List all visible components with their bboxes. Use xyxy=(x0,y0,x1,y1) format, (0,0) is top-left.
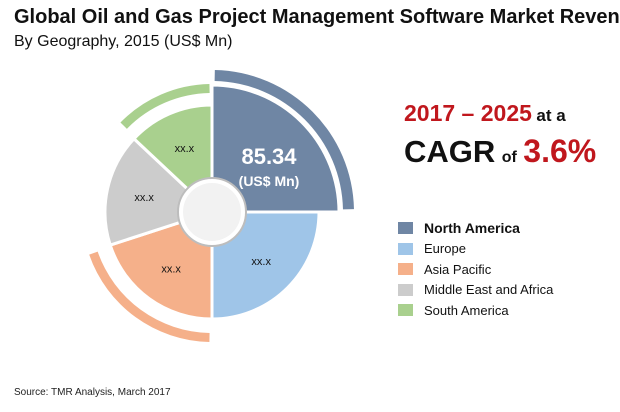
legend-swatch xyxy=(398,242,413,255)
outer-arc-2 xyxy=(89,251,210,342)
cagr-line-2: CAGR of 3.6% xyxy=(404,133,604,170)
chart-title: Global Oil and Gas Project Management So… xyxy=(14,6,620,28)
slice-label-2: xx.x xyxy=(161,263,181,275)
legend-label: Middle East and Africa xyxy=(424,282,554,298)
slice-label-3: xx.x xyxy=(134,192,154,204)
outer-arc-0 xyxy=(214,70,354,210)
north-america-unit: (US$ Mn) xyxy=(239,173,300,189)
cagr-line-1: 2017 – 2025 at a xyxy=(404,100,604,127)
legend-label: Europe xyxy=(424,241,466,257)
cagr-at-a: at a xyxy=(536,106,566,125)
cagr-value: 3.6% xyxy=(523,133,597,169)
legend-swatch xyxy=(398,222,413,235)
outer-arc-4 xyxy=(120,84,210,129)
pie-slice-0 xyxy=(210,83,341,214)
cagr-years: 2017 – 2025 xyxy=(404,100,532,126)
legend-label: Asia Pacific xyxy=(424,261,492,277)
legend-swatch xyxy=(398,283,413,296)
legend: North America Europe Asia Pacific Middle… xyxy=(398,218,553,321)
chart-subtitle: By Geography, 2015 (US$ Mn) xyxy=(14,33,233,50)
north-america-value: 85.34 xyxy=(241,144,297,169)
slice-label-1: xx.x xyxy=(251,256,271,268)
cagr-callout: 2017 – 2025 at a CAGR of 3.6% xyxy=(404,100,604,170)
legend-swatch xyxy=(398,304,413,317)
slice-label-4: xx.x xyxy=(175,143,195,155)
legend-item-asia-pacific: Asia Pacific xyxy=(398,259,553,280)
pie-slice-1 xyxy=(210,210,321,321)
pie-slice-2 xyxy=(108,209,214,321)
source-note: Source: TMR Analysis, March 2017 xyxy=(14,387,171,398)
legend-item-europe: Europe xyxy=(398,239,553,260)
legend-item-middle-east-and-africa: Middle East and Africa xyxy=(398,280,553,301)
legend-item-north-america: North America xyxy=(398,218,553,239)
cagr-of: of xyxy=(501,149,517,166)
legend-label: South America xyxy=(424,302,509,318)
legend-item-south-america: South America xyxy=(398,300,553,321)
pie-center-inner xyxy=(183,183,241,241)
legend-swatch xyxy=(398,263,413,276)
cagr-word: CAGR xyxy=(404,134,496,169)
legend-label: North America xyxy=(424,220,520,237)
